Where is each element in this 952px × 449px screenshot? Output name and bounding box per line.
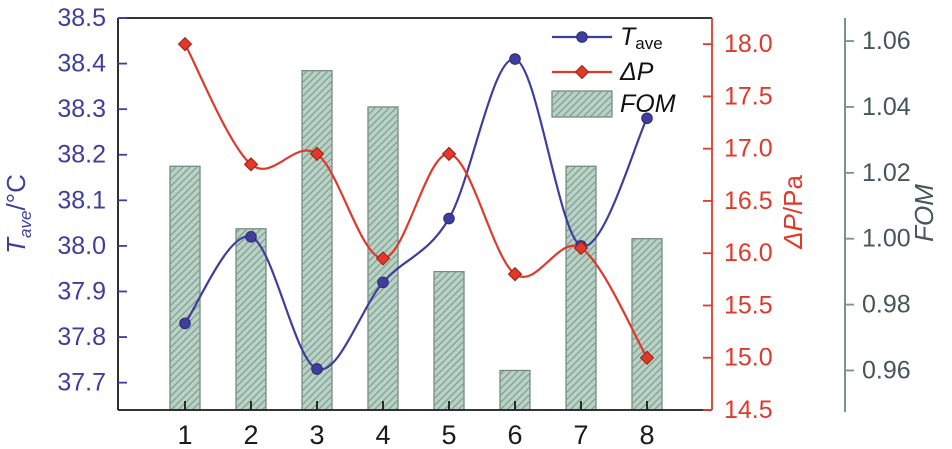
tave-marker <box>641 112 653 125</box>
x-axis-tick-label: 7 <box>573 420 588 449</box>
x-axis-tick-label: 6 <box>507 420 522 449</box>
t-axis-label: Tave/°C <box>1 174 35 254</box>
x-axis-tick-label: 4 <box>375 420 390 449</box>
t-axis-tick-label: 37.7 <box>57 369 106 397</box>
fom-bar-hatch <box>170 166 200 410</box>
fom-bar-hatch <box>302 70 332 411</box>
t-axis-tick-label: 38.0 <box>57 232 106 260</box>
t-axis-tick-label: 38.5 <box>57 4 106 32</box>
fom-axis-tick-label: 1.04 <box>862 93 911 121</box>
deltap-marker <box>309 146 325 162</box>
fom-bar-hatch <box>632 238 662 410</box>
tave-marker <box>377 276 389 289</box>
legend-item-deltap: ΔP <box>552 58 654 86</box>
deltap-axis-tick-label: 15.5 <box>724 291 773 319</box>
deltap-marker <box>639 350 655 365</box>
t-axis-tick-label: 37.8 <box>57 323 106 351</box>
x-axis-tick-label: 5 <box>441 420 456 449</box>
tave-marker <box>179 317 191 330</box>
legend-item-tave: Tave <box>552 23 663 53</box>
tave-line <box>184 57 648 371</box>
legend-label-deltap: ΔP <box>619 58 654 86</box>
fom-axis-tick-label: 1.06 <box>862 27 911 55</box>
legend-circle-marker <box>576 31 588 43</box>
fom-bar-hatch <box>434 271 464 410</box>
deltap-axis-tick-label: 16.0 <box>724 239 773 267</box>
legend-bar-swatch-hatch <box>552 91 612 117</box>
legend-label-fom: FOM <box>620 90 676 118</box>
deltap-marker <box>375 251 391 266</box>
x-axis-tick-label: 8 <box>639 420 654 449</box>
fom-axis-tick-label: 1.00 <box>862 225 911 253</box>
deltap-marker <box>243 157 259 172</box>
legend: Tave ΔP FOM <box>551 23 676 118</box>
x-axis-tick-label: 3 <box>309 420 324 449</box>
t-axis-tick-label: 38.3 <box>57 95 106 123</box>
legend-diamond-marker <box>574 64 590 80</box>
x-axis-tick-label: 1 <box>177 420 192 449</box>
fom-axis-tick-label: 1.02 <box>862 159 911 187</box>
fom-bar-hatch <box>236 228 266 410</box>
deltap-axis-tick-label: 16.5 <box>724 187 773 215</box>
deltap-axis-tick-label: 17.0 <box>724 135 773 163</box>
tave-marker <box>311 363 323 375</box>
fom-bar-hatch <box>566 166 596 410</box>
fom-axis-tick-label: 0.96 <box>862 356 911 384</box>
deltap-axis-tick-label: 17.5 <box>724 82 773 110</box>
plot-border <box>117 17 712 411</box>
legend-item-fom: FOM <box>551 90 676 118</box>
t-axis-tick-label: 37.9 <box>57 277 106 305</box>
x-axis-tick-label: 2 <box>243 420 258 449</box>
deltap-marker <box>507 266 523 282</box>
fom-axis-label: FOM <box>909 184 939 242</box>
fom-bars <box>169 70 663 411</box>
deltap-axis-tick-label: 15.0 <box>724 344 773 372</box>
deltap-axis-tick-label: 14.5 <box>724 396 773 424</box>
t-axis-tick-label: 38.2 <box>57 141 106 169</box>
fom-axis-tick-label: 0.98 <box>862 291 911 319</box>
t-axis-tick-label: 38.1 <box>57 186 106 214</box>
tave-marker <box>509 53 521 65</box>
deltap-marker <box>441 146 457 162</box>
deltap-marker <box>177 36 193 52</box>
tave-marker <box>443 212 455 225</box>
deltap-marker <box>573 240 589 256</box>
legend-label-tave: Tave <box>620 23 663 53</box>
deltap-line <box>184 43 648 359</box>
tave-marker <box>245 230 257 243</box>
t-axis-tick-label: 38.4 <box>57 50 106 78</box>
deltap-axis-label: ΔP/Pa <box>778 175 808 250</box>
deltap-axis-tick-label: 18.0 <box>724 30 773 58</box>
